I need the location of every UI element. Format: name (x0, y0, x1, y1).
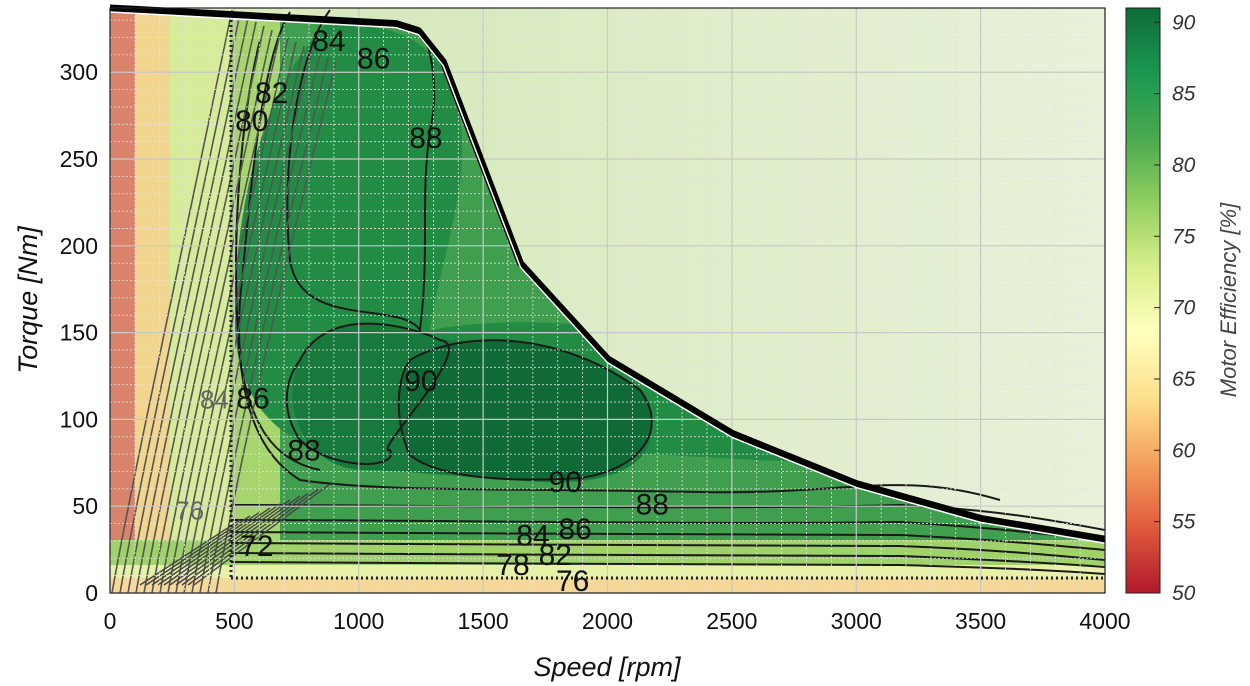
contour-label: 78 (496, 549, 529, 582)
contour-label: 82 (539, 539, 572, 572)
contour-line (145, 515, 251, 586)
contour-line (230, 542, 1105, 561)
x-axis-label: Speed [rpm] (533, 652, 682, 682)
x-tick-label: 3500 (955, 608, 1006, 634)
y-axis-ticks: 0 50 100 150 200 250 300 (60, 59, 98, 606)
contour-line (127, 17, 249, 593)
contour-label: 80 (235, 105, 268, 138)
contour-line (175, 495, 301, 586)
contour-line (397, 339, 653, 481)
y-tick-label: 150 (60, 320, 98, 346)
colorbar (1125, 7, 1161, 594)
x-tick-label: 500 (215, 608, 253, 634)
x-axis-ticks: 0 500 1000 1500 2000 2500 3000 3500 4000 (104, 608, 1131, 634)
colorbar-tick-label: 75 (1172, 225, 1196, 248)
contour-label: 86 (558, 513, 591, 546)
contour-line (181, 491, 311, 586)
contour-label: 84 (312, 25, 345, 58)
contour-line (238, 11, 1001, 501)
colorbar-tick-label: 70 (1172, 297, 1196, 320)
contour-line (169, 499, 291, 586)
contour-line (187, 487, 321, 586)
contour-label: 84 (516, 520, 549, 553)
contour-label: 86 (236, 383, 269, 416)
contour-line (159, 33, 281, 593)
contour-line (230, 552, 1105, 568)
contour-line (135, 21, 257, 593)
contour-line (139, 519, 241, 586)
grid-lines (109, 8, 1106, 594)
colorbar-label: Motor Efficiency [%] (1216, 202, 1241, 397)
contour-label: 86 (357, 42, 390, 75)
contour-line (285, 322, 450, 465)
contour-line (167, 37, 289, 593)
contour-label: 76 (175, 496, 204, 526)
contour-label: 82 (255, 77, 288, 110)
contour-line (119, 13, 241, 593)
contour-label: 76 (556, 565, 589, 598)
x-tick-label: 3000 (831, 608, 882, 634)
colorbar-tick-label: 65 (1172, 368, 1196, 391)
contour-line (111, 9, 233, 593)
colorbar-tick-label: 55 (1172, 511, 1196, 534)
y-tick-label: 300 (60, 59, 98, 85)
contour-line (151, 511, 261, 586)
contour-line (230, 519, 1105, 541)
max-torque-envelope-line (109, 4, 1106, 543)
colorbar-tick-label: 90 (1172, 11, 1196, 34)
contour-line (183, 45, 305, 593)
y-tick-label: 100 (60, 406, 98, 432)
contour-line (191, 49, 313, 593)
contour-label: 88 (287, 435, 320, 468)
contour-line (151, 29, 273, 593)
contour-line (175, 41, 297, 593)
y-tick-label: 200 (60, 233, 98, 259)
x-tick-label: 2000 (582, 608, 633, 634)
max-torque-envelope-inner-edge (109, 11, 1106, 544)
contour-label: 88 (409, 122, 442, 155)
contour-line (163, 503, 281, 586)
contour-line (207, 57, 329, 593)
plot-frame (109, 7, 1106, 594)
contour-line (193, 483, 331, 586)
colorbar-tick-label: 50 (1172, 582, 1196, 605)
contour-label: 88 (636, 488, 669, 521)
contour-line (230, 531, 1105, 551)
y-axis-label: Torque [Nm] (13, 225, 43, 374)
contour-line (230, 561, 1105, 575)
contour-label: 90 (404, 365, 437, 398)
contour-label: 90 (549, 466, 582, 499)
y-tick-label: 50 (72, 493, 98, 519)
colorbar-tick-label: 60 (1172, 439, 1196, 462)
x-tick-label: 0 (104, 608, 117, 634)
x-tick-label: 2500 (706, 608, 757, 634)
contour-label: 84 (200, 385, 229, 415)
y-tick-label: 250 (60, 146, 98, 172)
contour-line (157, 507, 271, 586)
colorbar-tick-label: 85 (1172, 83, 1196, 106)
colorbar-tick-label: 80 (1172, 154, 1196, 177)
y-tick-label: 0 (85, 580, 98, 606)
colorbar-ticks: 50 55 60 65 70 75 80 85 90 (1154, 11, 1196, 605)
contour-line (143, 25, 265, 593)
x-tick-label: 1000 (333, 608, 384, 634)
x-tick-label: 1500 (458, 608, 509, 634)
x-tick-label: 4000 (1079, 608, 1130, 634)
contour-label: 72 (240, 530, 273, 563)
